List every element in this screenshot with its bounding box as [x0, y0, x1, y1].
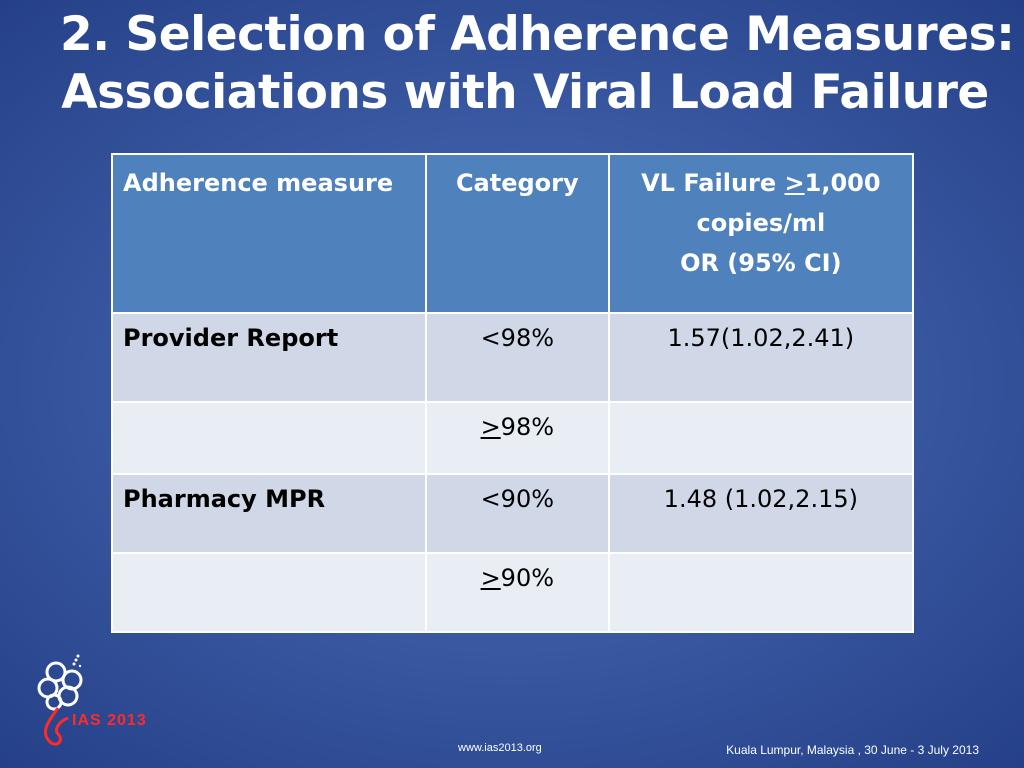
footer-venue: Kuala Lumpur, Malaysia , 30 June - 3 Jul…	[726, 743, 979, 757]
cell-category: >90%	[424, 552, 610, 633]
header-adherence-measure: Adherence measure	[111, 153, 427, 314]
header-vl-failure: VL Failure >1,000 copies/ml OR (95% CI)	[607, 153, 915, 314]
slide-title-line-1: 2. Selection of Adherence Measures:	[60, 7, 1015, 62]
table-row: >90%	[111, 552, 915, 633]
table-row: Pharmacy MPR <90% 1.48 (1.02,2.15)	[111, 473, 915, 554]
cell-measure: Provider Report	[111, 312, 427, 403]
ias-logo-text: IAS 2013	[72, 712, 147, 729]
cell-measure	[111, 401, 427, 475]
header-vl-line-3: OR (95% CI)	[680, 249, 842, 277]
header-category: Category	[424, 153, 610, 314]
cell-odds-ratio: 1.48 (1.02,2.15)	[607, 473, 915, 554]
cell-measure: Pharmacy MPR	[111, 473, 427, 554]
table-row: >98%	[111, 401, 915, 475]
cell-category: <98%	[424, 312, 610, 403]
header-vl-line-1: VL Failure >1,000	[641, 169, 881, 197]
cell-category: <90%	[424, 473, 610, 554]
header-vl-line-2: copies/ml	[696, 209, 826, 237]
cell-odds-ratio: 1.57(1.02,2.41)	[607, 312, 915, 403]
ias-logo-icon	[37, 654, 83, 746]
cell-odds-ratio	[607, 552, 915, 633]
cell-category: >98%	[424, 401, 610, 475]
cell-odds-ratio	[607, 401, 915, 475]
footer-url-link[interactable]: www.ias2013.org	[458, 742, 542, 754]
table-header-row: Adherence measure Category VL Failure >1…	[111, 153, 915, 314]
table-row: Provider Report <98% 1.57(1.02,2.41)	[111, 312, 915, 403]
geq-symbol: >	[784, 169, 805, 197]
adherence-table: Adherence measure Category VL Failure >1…	[111, 153, 915, 633]
slide-title: 2. Selection of Adherence Measures: Asso…	[60, 6, 1015, 122]
slide-title-line-2: Associations with Viral Load Failure	[61, 65, 989, 120]
cell-measure	[111, 552, 427, 633]
